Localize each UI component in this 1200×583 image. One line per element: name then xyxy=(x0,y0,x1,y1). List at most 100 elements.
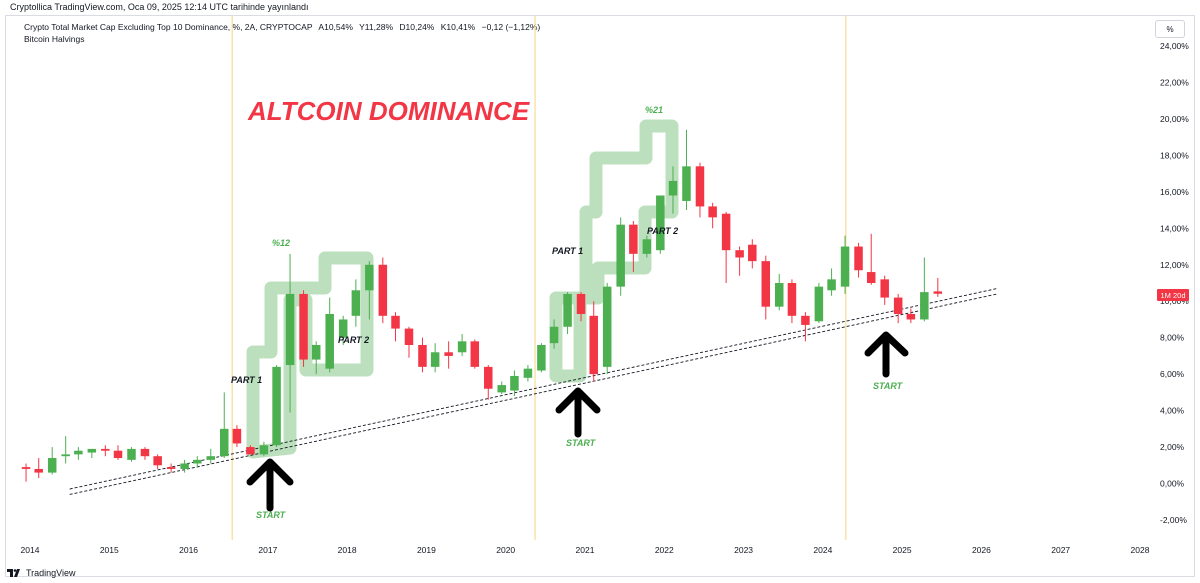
candle[interactable] xyxy=(311,341,321,375)
candle-body xyxy=(748,244,757,262)
candle[interactable] xyxy=(827,268,836,296)
candle[interactable] xyxy=(338,315,348,345)
tradingview-logo[interactable]: TradingView xyxy=(7,568,76,578)
candle[interactable] xyxy=(285,253,295,413)
candle[interactable] xyxy=(775,273,784,311)
candle[interactable] xyxy=(418,337,427,373)
candle[interactable] xyxy=(101,445,110,457)
candle[interactable] xyxy=(470,339,480,369)
candle[interactable] xyxy=(602,283,612,375)
candle[interactable] xyxy=(549,319,559,349)
candle[interactable] xyxy=(272,365,281,448)
candle[interactable] xyxy=(113,445,123,460)
candle[interactable] xyxy=(497,381,507,395)
candle-body xyxy=(893,297,903,314)
candle-body xyxy=(418,344,427,367)
candle-body xyxy=(721,213,731,251)
candle[interactable] xyxy=(220,392,229,459)
candle[interactable] xyxy=(589,301,598,382)
candle[interactable] xyxy=(457,334,467,356)
candle[interactable] xyxy=(880,275,889,305)
trendline-1[interactable] xyxy=(69,293,998,495)
candle[interactable] xyxy=(668,166,678,214)
candle[interactable] xyxy=(153,454,162,469)
candle[interactable] xyxy=(365,261,374,320)
candle[interactable] xyxy=(74,447,83,460)
candle[interactable] xyxy=(484,365,493,400)
candle[interactable] xyxy=(682,129,691,211)
x-tick-label: 2016 xyxy=(179,545,198,555)
candle[interactable] xyxy=(906,308,916,324)
candle[interactable] xyxy=(391,312,400,342)
candle[interactable] xyxy=(695,162,705,218)
highlight-path-2017 xyxy=(246,251,374,459)
candle[interactable] xyxy=(299,290,308,367)
candle[interactable] xyxy=(444,341,453,369)
price-label-bg xyxy=(1157,289,1189,301)
candle[interactable] xyxy=(259,441,269,457)
candle[interactable] xyxy=(563,292,572,335)
candle[interactable] xyxy=(180,459,189,473)
candle[interactable] xyxy=(840,235,850,294)
candle[interactable] xyxy=(735,246,744,276)
candle[interactable] xyxy=(642,235,652,258)
legend-symbol-line: Crypto Total Market Cap Excluding Top 10… xyxy=(24,22,544,32)
candle[interactable] xyxy=(193,456,202,468)
candle-body xyxy=(153,456,162,466)
candle[interactable] xyxy=(21,463,31,482)
candle[interactable] xyxy=(47,447,57,475)
candle[interactable] xyxy=(748,239,757,269)
candle-body xyxy=(695,166,705,207)
candle[interactable] xyxy=(761,255,771,320)
candle-body xyxy=(206,456,216,460)
candle[interactable] xyxy=(801,312,810,342)
trendline-2[interactable] xyxy=(69,288,998,490)
candle[interactable] xyxy=(656,195,665,254)
candle-body xyxy=(854,246,863,271)
part2-label-2021: PART 2 xyxy=(647,226,678,236)
candle[interactable] xyxy=(866,233,876,285)
candle[interactable] xyxy=(537,343,546,373)
candle[interactable] xyxy=(87,448,97,459)
part1-label-2017: PART 1 xyxy=(231,375,262,385)
x-tick-label: 2021 xyxy=(576,545,595,555)
chart-frame xyxy=(5,15,1195,577)
candle[interactable] xyxy=(166,463,176,473)
candle[interactable] xyxy=(708,202,717,229)
candle[interactable] xyxy=(430,343,440,373)
candle[interactable] xyxy=(920,257,929,322)
candle[interactable] xyxy=(140,447,150,460)
candle[interactable] xyxy=(854,242,863,278)
candle[interactable] xyxy=(232,425,242,448)
candle[interactable] xyxy=(576,292,586,322)
candle[interactable] xyxy=(325,297,334,373)
candle[interactable] xyxy=(814,283,824,324)
candle[interactable] xyxy=(127,447,136,462)
candle[interactable] xyxy=(206,448,216,464)
y-tick-label: 24,00% xyxy=(1160,41,1189,51)
candle[interactable] xyxy=(893,293,903,324)
candle[interactable] xyxy=(523,365,533,382)
x-axis: 2014 2015 2016 2017 2018 2019 2020 2021 2022 2023… xyxy=(21,545,1150,555)
indicator-label[interactable]: Bitcoin Halvings xyxy=(24,34,85,44)
percent-scale-button[interactable]: % xyxy=(1155,20,1185,38)
candle-body xyxy=(880,279,889,298)
candle[interactable] xyxy=(616,217,625,296)
candle[interactable] xyxy=(404,326,414,358)
candle[interactable] xyxy=(246,445,255,455)
x-tick-label: 2014 xyxy=(21,545,40,555)
candle[interactable] xyxy=(629,221,638,273)
legend-symbol[interactable]: Crypto Total Market Cap Excluding Top 10… xyxy=(24,22,313,32)
candle[interactable] xyxy=(787,279,797,324)
candle[interactable] xyxy=(34,458,43,479)
candle[interactable] xyxy=(61,436,70,464)
candle[interactable] xyxy=(510,370,519,397)
candle[interactable] xyxy=(378,257,388,324)
candle-body xyxy=(761,261,771,307)
candle[interactable] xyxy=(721,211,731,283)
candle-body xyxy=(351,290,361,316)
candle[interactable] xyxy=(933,277,943,297)
candle[interactable] xyxy=(351,279,361,327)
candle-body xyxy=(325,313,334,369)
